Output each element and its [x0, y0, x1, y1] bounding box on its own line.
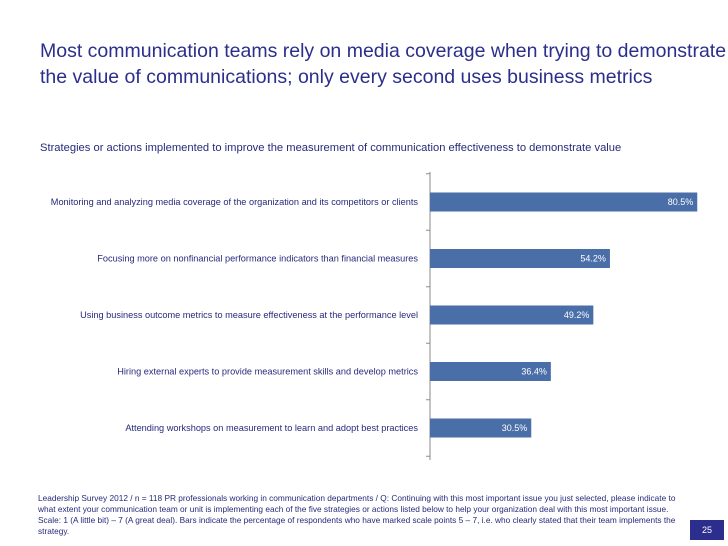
source-footnote: Leadership Survey 2012 / n = 118 PR prof…	[38, 493, 676, 536]
category-label-4: Hiring external experts to provide measu…	[117, 367, 418, 377]
bar-4	[430, 362, 551, 381]
slide-title-line-1: Most communication teams rely on media c…	[40, 40, 727, 62]
category-label-5: Attending workshops on measurement to le…	[125, 423, 418, 433]
bar-2	[430, 249, 610, 268]
bar-value-label-5: 30.5%	[502, 423, 528, 433]
bar-value-label-3: 49.2%	[564, 310, 590, 320]
bar-value-label-2: 54.2%	[580, 254, 606, 264]
category-label-3: Using business outcome metrics to measur…	[80, 310, 418, 320]
bar-value-label-1: 80.5%	[668, 197, 694, 207]
chart-title: Strategies or actions implemented to imp…	[40, 142, 622, 154]
page-number: 25	[701, 525, 712, 535]
slide-title-line-2: the value of communications; only every …	[40, 66, 653, 88]
bar-3	[430, 305, 594, 325]
category-label-1: Monitoring and analyzing media coverage …	[51, 197, 419, 207]
page-number-badge: 25	[690, 520, 724, 540]
bar-value-label-4: 36.4%	[521, 367, 547, 377]
slide-title: Most communication teams rely on media c…	[40, 38, 727, 90]
bar-1	[430, 192, 698, 212]
category-label-2: Focusing more on nonfinancial performanc…	[97, 254, 418, 264]
bar-5	[430, 418, 532, 438]
